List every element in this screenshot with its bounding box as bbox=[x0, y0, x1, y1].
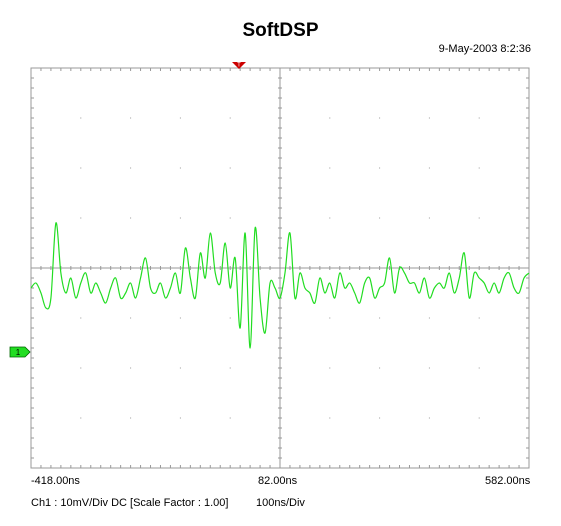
grid-dot bbox=[80, 217, 82, 219]
grid-dot bbox=[478, 367, 480, 369]
grid-dot bbox=[329, 217, 331, 219]
grid-dot bbox=[329, 317, 331, 319]
grid-dot bbox=[130, 367, 132, 369]
grid-dot bbox=[229, 167, 231, 169]
x-tick-label: 82.00ns bbox=[258, 475, 298, 487]
grid-dot bbox=[329, 167, 331, 169]
grid-dot bbox=[428, 367, 430, 369]
trigger-marker[interactable]: T bbox=[232, 62, 246, 69]
trigger-label: T bbox=[237, 63, 241, 69]
grid-dot bbox=[130, 217, 132, 219]
grid-dot bbox=[379, 367, 381, 369]
grid-dot bbox=[379, 217, 381, 219]
grid-dot bbox=[329, 367, 331, 369]
grid-dot bbox=[229, 117, 231, 119]
grid-dot bbox=[80, 417, 82, 419]
grid-dot bbox=[179, 217, 181, 219]
grid-dot bbox=[80, 317, 82, 319]
timestamp: 9-May-2003 8:2:36 bbox=[438, 43, 531, 55]
grid-dot bbox=[130, 417, 132, 419]
grid-dot bbox=[428, 167, 430, 169]
timebase: 100ns/Div bbox=[256, 497, 305, 509]
grid-dot bbox=[229, 367, 231, 369]
grid-dot bbox=[428, 217, 430, 219]
channel-label: 1 bbox=[16, 348, 21, 357]
chart-title: SoftDSP bbox=[242, 20, 319, 41]
grid-dot bbox=[478, 217, 480, 219]
grid-dot bbox=[179, 167, 181, 169]
grid-dot bbox=[428, 117, 430, 119]
grid-dot bbox=[179, 367, 181, 369]
grid bbox=[30, 67, 530, 469]
grid-dot bbox=[379, 167, 381, 169]
grid-dot bbox=[379, 417, 381, 419]
grid-dot bbox=[80, 367, 82, 369]
grid-dot bbox=[179, 117, 181, 119]
grid-dot bbox=[130, 317, 132, 319]
grid-dot bbox=[229, 217, 231, 219]
channel-info: Ch1 : 10mV/Div DC [Scale Factor : 1.00] bbox=[31, 497, 229, 509]
grid-dot bbox=[130, 167, 132, 169]
grid-dot bbox=[229, 317, 231, 319]
signal-trace bbox=[30, 222, 530, 349]
grid-dot bbox=[428, 417, 430, 419]
grid-dot bbox=[428, 317, 430, 319]
grid-dot bbox=[179, 317, 181, 319]
grid-dot bbox=[478, 317, 480, 319]
grid-dot bbox=[329, 417, 331, 419]
grid-dot bbox=[229, 417, 231, 419]
grid-dot bbox=[80, 117, 82, 119]
grid-dot bbox=[478, 117, 480, 119]
grid-dot bbox=[379, 117, 381, 119]
grid-dot bbox=[130, 117, 132, 119]
grid-dot bbox=[179, 417, 181, 419]
channel-marker[interactable]: 1 bbox=[9, 346, 31, 358]
x-tick-label: -418.00ns bbox=[31, 475, 80, 487]
grid-dot bbox=[80, 167, 82, 169]
grid-dot bbox=[478, 417, 480, 419]
x-tick-label: 582.00ns bbox=[485, 475, 531, 487]
grid-dot bbox=[478, 167, 480, 169]
grid-dot bbox=[379, 317, 381, 319]
grid-dot bbox=[329, 117, 331, 119]
